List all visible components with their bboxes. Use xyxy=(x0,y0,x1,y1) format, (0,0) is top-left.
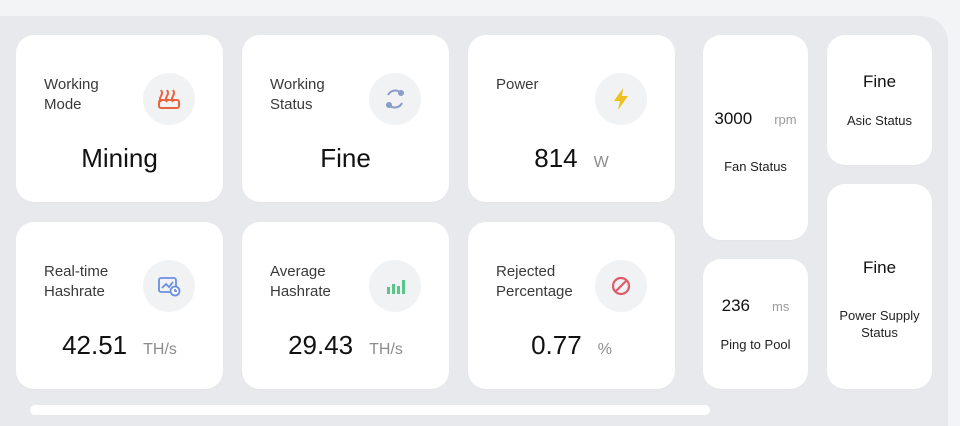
asic-status-card: Fine Asic Status xyxy=(827,35,932,165)
bar-chart-icon xyxy=(387,280,405,294)
average-hashrate-card: Average Hashrate 29.43 TH/s xyxy=(242,222,449,389)
working-mode-card: Working Mode Mining xyxy=(16,35,223,202)
power-supply-value: Fine xyxy=(862,258,897,277)
ping-unit: ms xyxy=(772,299,790,314)
lightning-icon xyxy=(614,88,628,110)
rejected-percentage-card: Rejected Percentage 0.77 % xyxy=(468,222,675,389)
working-status-icon-wrap xyxy=(369,73,421,125)
power-icon-wrap xyxy=(595,73,647,125)
average-hashrate-value: 29.43 xyxy=(288,330,354,360)
fan-status-card: 3000 rpm Fan Status xyxy=(703,35,808,240)
power-label: Power xyxy=(496,76,539,93)
chart-clock-icon xyxy=(158,277,181,297)
ping-label: Ping to Pool xyxy=(720,337,791,352)
fan-speed-unit: rpm xyxy=(774,112,797,127)
ping-card: 236 ms Ping to Pool xyxy=(703,259,808,389)
power-supply-card: Fine Power Supply Status xyxy=(827,184,932,389)
average-hashrate-icon-wrap xyxy=(369,260,421,312)
heater-icon xyxy=(158,89,180,109)
asic-status-label: Asic Status xyxy=(846,113,913,128)
working-mode-value: Mining xyxy=(81,143,158,173)
power-card: Power 814 W xyxy=(468,35,675,202)
rejected-percentage-unit: % xyxy=(597,341,612,358)
rejected-percentage-icon-wrap xyxy=(595,260,647,312)
working-status-label: Working Status xyxy=(270,76,325,113)
rejected-percentage-label: Rejected Percentage xyxy=(496,263,573,300)
power-unit: W xyxy=(593,154,609,171)
prohibited-icon xyxy=(611,276,631,296)
realtime-hashrate-label: Real-time Hashrate xyxy=(44,263,109,300)
realtime-hashrate-card: Real-time Hashrate 42.51 TH/s xyxy=(16,222,223,389)
realtime-hashrate-value: 42.51 xyxy=(62,330,128,360)
average-hashrate-label: Average Hashrate xyxy=(270,263,331,300)
realtime-hashrate-unit: TH/s xyxy=(143,341,177,358)
power-supply-label: Power Supply Status xyxy=(839,308,920,340)
average-hashrate-unit: TH/s xyxy=(369,341,403,358)
asic-status-value: Fine xyxy=(862,72,897,91)
ping-value: 236 xyxy=(721,296,751,315)
working-mode-icon-wrap xyxy=(143,73,195,125)
fan-speed-value: 3000 xyxy=(714,109,753,128)
power-value: 814 xyxy=(534,143,578,173)
fan-status-label: Fan Status xyxy=(724,159,787,174)
working-status-card: Working Status Fine xyxy=(242,35,449,202)
working-status-value: Fine xyxy=(320,143,371,173)
cycle-icon xyxy=(386,89,404,109)
rejected-percentage-value: 0.77 xyxy=(531,330,582,360)
realtime-hashrate-icon-wrap xyxy=(143,260,195,312)
next-section-edge xyxy=(30,405,710,415)
working-mode-label: Working Mode xyxy=(44,76,99,113)
